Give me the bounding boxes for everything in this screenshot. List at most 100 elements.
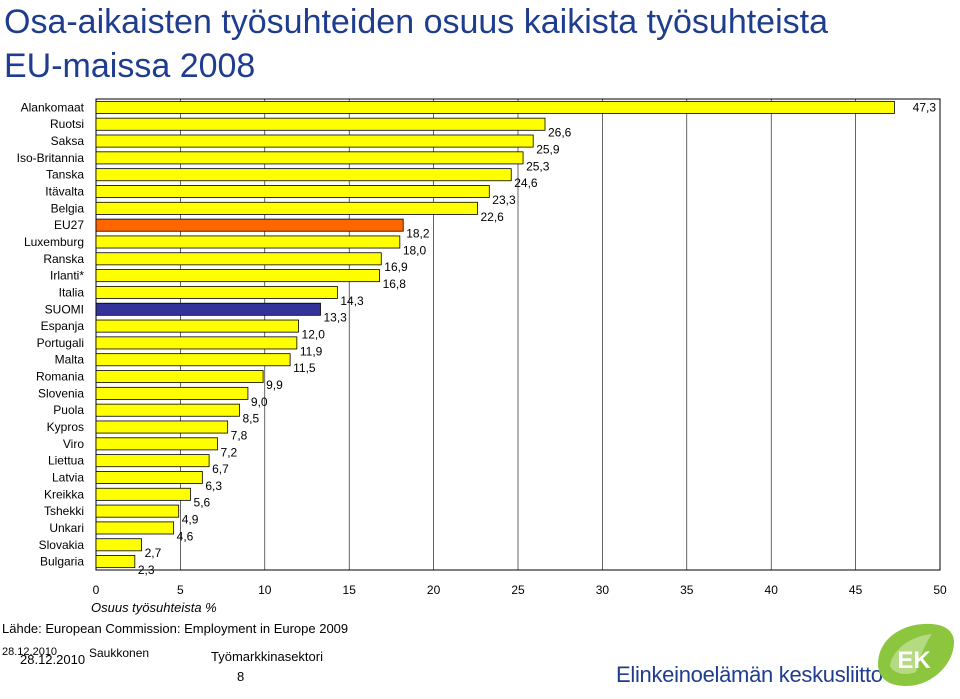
data-label: 16,8 xyxy=(383,277,407,291)
data-label: 18,0 xyxy=(403,243,427,257)
bar xyxy=(95,100,895,114)
footer-date-small: 28.12.2010 xyxy=(2,646,58,658)
category-label: Bulgaria xyxy=(40,555,84,569)
bar xyxy=(95,487,191,501)
category-label: Italia xyxy=(59,285,85,299)
data-label: 16,9 xyxy=(384,260,408,274)
data-label: 11,5 xyxy=(293,361,316,375)
bar xyxy=(95,420,229,434)
data-label: 6,3 xyxy=(205,479,222,493)
category-label: Portugali xyxy=(37,336,84,350)
x-tick-label: 50 xyxy=(933,583,947,597)
x-tick-label: 15 xyxy=(343,583,357,597)
bar xyxy=(95,370,264,384)
bar xyxy=(95,285,338,299)
bar xyxy=(95,201,478,215)
bar xyxy=(95,386,249,400)
category-label: Tshekki xyxy=(44,504,84,518)
data-label: 11,9 xyxy=(300,344,323,358)
footer-author: Saukkonen xyxy=(89,646,150,660)
data-label: 6,7 xyxy=(212,462,229,476)
bar xyxy=(95,437,218,451)
category-label: Saksa xyxy=(51,134,85,148)
bar xyxy=(95,269,380,283)
bar xyxy=(95,134,534,148)
data-label: 24,6 xyxy=(514,176,538,190)
bar xyxy=(95,168,512,182)
data-label: 22,6 xyxy=(480,210,504,224)
category-label: Unkari xyxy=(49,521,84,535)
data-label: 26,6 xyxy=(548,126,572,140)
data-label: 9,0 xyxy=(251,395,268,409)
x-tick-label: 30 xyxy=(596,583,610,597)
category-label: Belgia xyxy=(51,201,85,215)
category-label: Espanja xyxy=(41,319,85,333)
category-label: Viro xyxy=(63,437,84,451)
data-label: 2,7 xyxy=(145,546,162,560)
data-label: 47,3 xyxy=(913,100,937,114)
data-label: 12,0 xyxy=(302,328,326,342)
data-label: 7,8 xyxy=(231,428,248,442)
category-label: Itävalta xyxy=(45,185,84,199)
category-label: Kypros xyxy=(47,420,84,434)
category-label: Alankomaat xyxy=(21,100,85,114)
x-tick-label: 35 xyxy=(680,583,694,597)
data-label: 4,9 xyxy=(182,513,199,527)
bar xyxy=(95,336,298,350)
page-subtitle: EU-maissa 2008 xyxy=(4,47,256,85)
data-label: 5,6 xyxy=(194,496,211,510)
bar xyxy=(95,403,240,417)
category-label: Puola xyxy=(53,403,84,417)
bar-chart: 0 5 10 15 20 25 30 35 40 45 50 Alankomaat 47,3 Ruotsi… xyxy=(17,98,947,597)
x-tick-label: 25 xyxy=(511,583,525,597)
bar xyxy=(95,454,210,468)
data-label: 2,3 xyxy=(138,563,155,577)
category-label: Romania xyxy=(36,370,84,384)
bar xyxy=(95,521,175,535)
data-label: 13,3 xyxy=(324,311,348,325)
category-label: Latvia xyxy=(52,470,84,484)
x-tick-label: 5 xyxy=(177,583,184,597)
x-tick-label: 45 xyxy=(849,583,863,597)
category-label: Malta xyxy=(55,353,85,367)
bar xyxy=(95,218,404,232)
source-note: Lähde: European Commission: Employment i… xyxy=(2,621,349,636)
ek-logo-text: Elinkeinoelämän keskusliitto xyxy=(616,662,883,687)
data-label: 9,9 xyxy=(266,378,283,392)
category-label: EU27 xyxy=(54,218,84,232)
bar xyxy=(95,235,401,249)
data-label: 14,3 xyxy=(340,294,364,308)
footer-organization: Työmarkkinasektori xyxy=(211,649,323,664)
bar xyxy=(95,555,136,569)
data-label: 25,9 xyxy=(536,142,560,156)
x-tick-label: 10 xyxy=(258,583,272,597)
x-axis-title: Osuus työsuhteista % xyxy=(91,600,217,615)
bar xyxy=(95,302,321,316)
category-label: SUOMI xyxy=(45,302,84,316)
bar xyxy=(95,471,203,484)
category-label: Ranska xyxy=(43,252,84,266)
data-label: 4,6 xyxy=(177,529,194,543)
bar xyxy=(95,504,180,518)
bar xyxy=(95,151,524,165)
ek-logo-mark-text: EK xyxy=(897,647,931,674)
category-label: Tanska xyxy=(46,168,84,182)
x-tick-label: 40 xyxy=(765,583,779,597)
category-label: Slovakia xyxy=(39,538,85,552)
category-label: Iso-Britannia xyxy=(17,151,85,165)
category-label: Slovenia xyxy=(38,386,84,400)
data-label: 25,3 xyxy=(526,159,550,173)
bar xyxy=(95,319,299,333)
category-label: Irlanti* xyxy=(50,269,84,283)
data-label: 18,2 xyxy=(406,227,430,241)
bar xyxy=(95,538,142,552)
data-label: 23,3 xyxy=(492,193,516,207)
category-label: Kreikka xyxy=(44,487,84,501)
bar xyxy=(95,353,291,367)
ek-logo-icon: EK xyxy=(878,623,954,686)
bar xyxy=(95,117,546,131)
page-title: Osa-aikaisten työsuhteiden osuus kaikist… xyxy=(4,3,829,41)
bar xyxy=(95,185,490,198)
ek-logo-highlight xyxy=(890,634,932,674)
data-label: 7,2 xyxy=(221,445,238,459)
